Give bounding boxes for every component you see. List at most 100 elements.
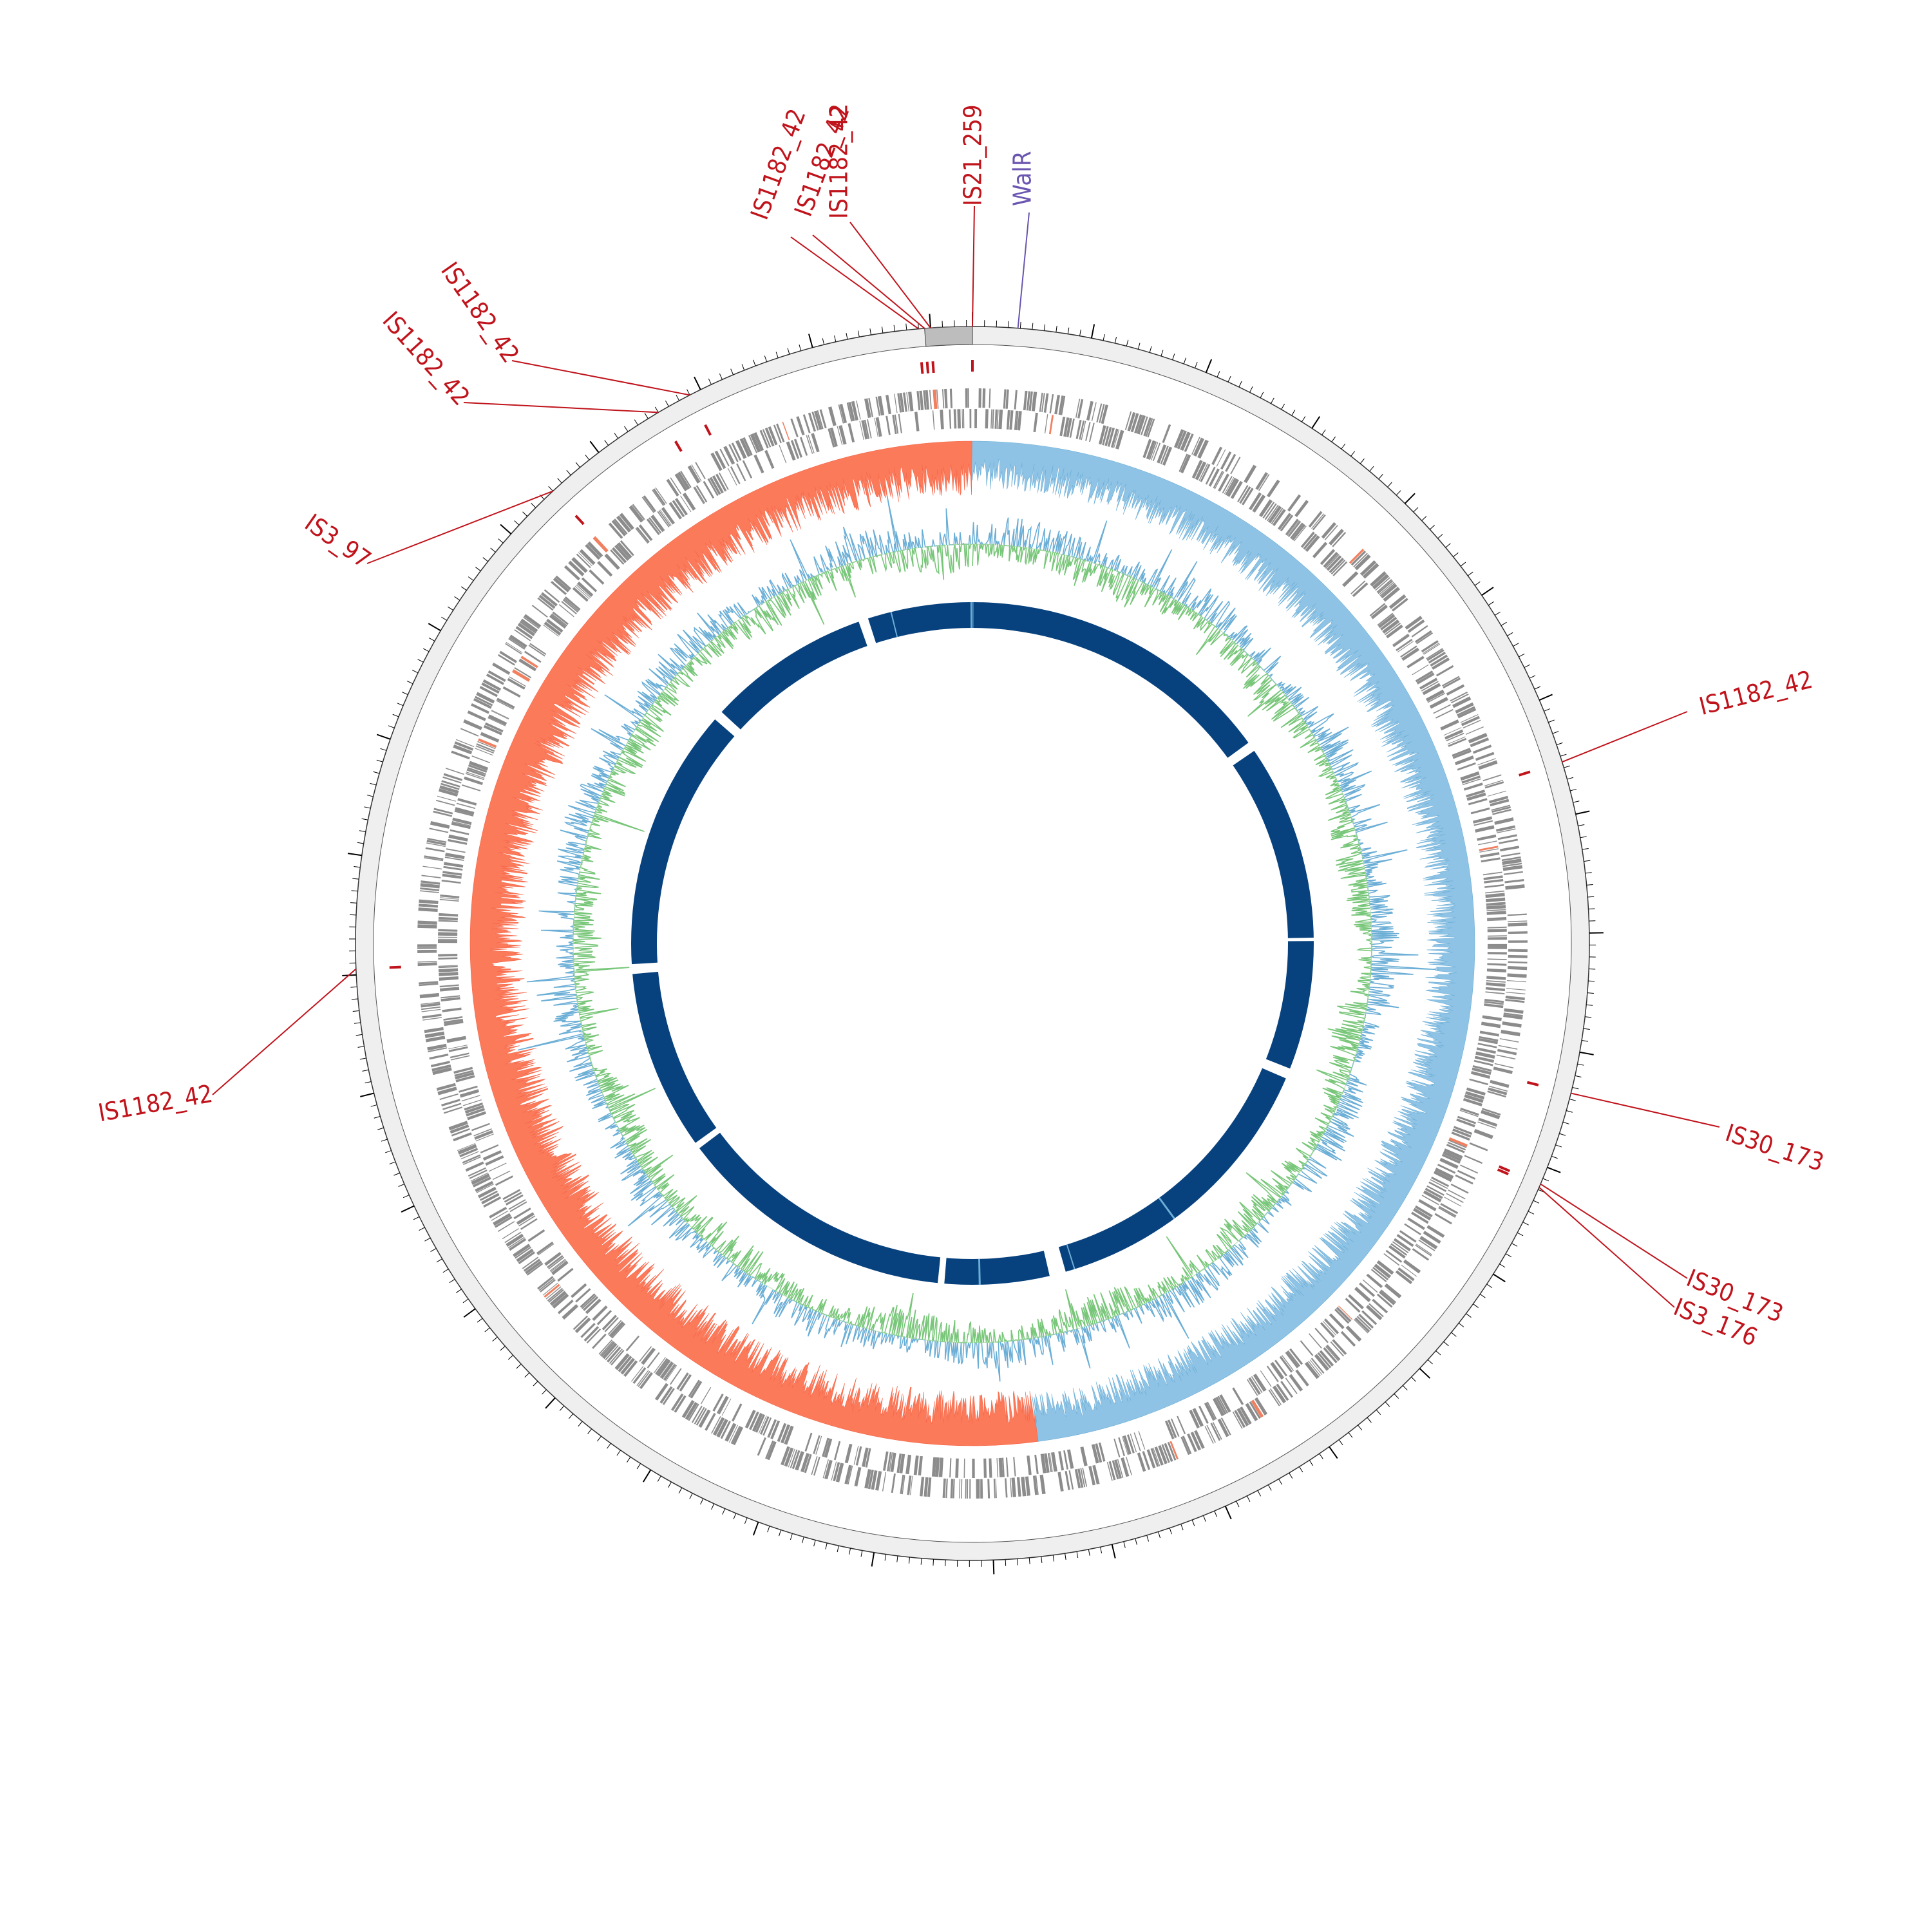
cds-feature (1079, 420, 1085, 440)
is-marker (920, 362, 924, 374)
minor-tick (678, 1487, 683, 1494)
cds-feature (612, 547, 627, 564)
minor-tick (575, 462, 580, 468)
minor-tick (1584, 860, 1591, 862)
cds-feature (576, 584, 591, 598)
cds-feature (421, 880, 440, 885)
cds-feature (867, 1470, 874, 1490)
cds-feature (528, 645, 545, 657)
minor-tick (1572, 1087, 1579, 1090)
minor-tick (1583, 1028, 1590, 1030)
cds-feature (1264, 503, 1277, 520)
cds-feature (674, 473, 688, 491)
cds-feature (938, 1457, 943, 1477)
cds-feature (574, 1317, 591, 1334)
cds-feature (1031, 392, 1037, 412)
minor-tick (753, 359, 756, 366)
cds-feature (630, 1366, 644, 1382)
minor-tick (1100, 1547, 1103, 1554)
cds-feature (1423, 643, 1441, 655)
cds-feature (1244, 464, 1257, 484)
cds-feature (549, 1258, 566, 1272)
minor-tick (1458, 1323, 1464, 1328)
annotation-leader (1540, 1183, 1688, 1279)
cds-feature (488, 1162, 507, 1172)
cds-feature (1362, 563, 1379, 579)
cds-feature (482, 1150, 502, 1161)
cds-feature (1487, 919, 1507, 922)
cds-feature (1502, 862, 1522, 867)
minor-tick (1437, 534, 1443, 539)
cds-feature (1440, 719, 1459, 731)
cds-feature (1418, 1239, 1435, 1251)
minor-tick (1443, 1341, 1449, 1347)
minor-tick (362, 1069, 369, 1072)
cds-feature (1267, 504, 1279, 522)
cds-feature (1376, 1260, 1394, 1275)
cds-feature (1492, 808, 1511, 815)
minor-tick (1413, 507, 1419, 513)
cds-feature (1450, 694, 1469, 704)
cds-feature (967, 388, 969, 408)
cds-feature (824, 1438, 833, 1458)
cds-feature (1145, 418, 1153, 437)
cds-feature (1191, 437, 1200, 455)
cds-feature (1462, 778, 1481, 786)
cds-feature (963, 1458, 965, 1478)
cds-feature (417, 920, 437, 925)
cds-feature (804, 1432, 813, 1452)
cds-feature (1276, 1383, 1289, 1401)
cds-feature (1098, 1442, 1106, 1462)
cds-feature (659, 509, 672, 526)
minor-tick (381, 1139, 388, 1142)
minor-tick (1529, 675, 1536, 679)
minor-tick (1126, 339, 1129, 346)
cds-feature (1485, 991, 1505, 994)
cds-feature (511, 669, 531, 682)
cds-feature (723, 446, 735, 465)
cds-feature (582, 1294, 597, 1309)
minor-tick (1474, 581, 1481, 586)
cds-feature (483, 1196, 502, 1208)
cds-feature (1380, 1289, 1397, 1303)
minor-tick (1548, 719, 1555, 723)
minor-tick (1501, 621, 1507, 626)
cds-feature (972, 1458, 975, 1478)
cds-feature (489, 1206, 507, 1218)
cds-feature (1413, 1208, 1432, 1221)
minor-tick (799, 344, 802, 351)
minor-tick (1041, 1556, 1043, 1564)
cds-feature (1162, 446, 1173, 466)
cds-feature (531, 605, 548, 618)
cds-feature (940, 410, 944, 430)
cds-feature (1477, 1043, 1497, 1048)
cds-feature (442, 1103, 462, 1110)
cds-feature (600, 1340, 614, 1356)
cds-feature (514, 629, 531, 641)
cds-feature (475, 1180, 494, 1193)
cds-feature (1450, 691, 1468, 702)
cds-feature (773, 424, 782, 444)
cds-feature (476, 743, 495, 752)
cds-feature (1396, 1234, 1414, 1247)
cds-feature (838, 404, 844, 424)
cds-feature (1470, 1071, 1491, 1079)
cds-feature (945, 1479, 948, 1499)
cds-feature (748, 1411, 759, 1430)
cds-feature (1082, 1468, 1088, 1487)
cds-feature (438, 920, 458, 923)
cds-feature (1049, 393, 1054, 413)
cds-feature (753, 454, 764, 474)
cds-feature (1396, 638, 1413, 652)
cds-feature (607, 1320, 622, 1335)
cds-feature (1101, 404, 1108, 424)
cds-feature (1303, 533, 1318, 550)
cds-feature (1342, 571, 1359, 587)
cds-feature (1017, 411, 1022, 431)
outer-band-arc (355, 327, 1589, 1560)
cds-feature (417, 924, 437, 929)
cds-feature (1226, 478, 1240, 497)
minor-tick (1567, 777, 1574, 780)
cds-feature (1214, 471, 1225, 489)
cds-feature (491, 1210, 509, 1221)
